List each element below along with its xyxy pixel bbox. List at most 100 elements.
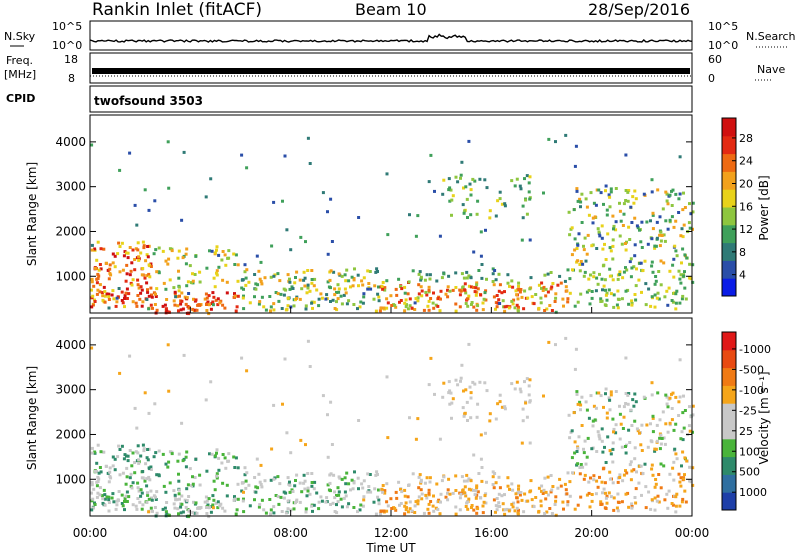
data-cell [107,306,111,310]
data-cell [634,197,638,201]
data-cell [123,508,126,512]
data-cell [107,298,111,301]
data-cell [534,496,538,499]
data-cell [184,252,188,256]
colorbar-tick-label: 20 [739,178,753,191]
data-cell [208,303,211,307]
data-cell [90,143,94,147]
data-cell [170,452,174,456]
data-cell [594,492,598,496]
data-cell [225,291,229,295]
data-cell [554,513,558,517]
data-cell [191,307,195,311]
data-cell [290,285,294,289]
data-cell [220,461,224,465]
data-cell [543,309,547,312]
data-cell [381,287,385,291]
data-cell [345,471,349,475]
data-cell [124,279,128,283]
data-cell [522,307,526,311]
data-cell [523,380,526,384]
colorbar-swatch [722,242,736,261]
data-cell [657,270,661,273]
data-cell [601,247,605,251]
data-cell [539,301,543,305]
data-cell [96,491,100,495]
data-cell [447,391,451,395]
cpid-strip-frame [89,85,693,113]
data-cell [295,270,299,274]
data-cell [475,283,479,287]
data-cell [682,477,686,481]
data-cell [394,287,398,291]
data-cell [459,379,462,383]
data-cell [658,244,662,248]
data-cell [344,482,348,486]
data-cell [467,342,471,346]
data-cell [399,502,403,505]
data-cell [609,393,613,397]
data-cell [604,304,608,307]
data-cell [118,168,122,172]
data-cell [277,299,281,303]
data-cell [597,391,601,395]
data-cell [498,190,502,194]
data-cell [608,274,612,278]
data-cell [618,412,622,416]
data-cell [244,283,248,287]
data-cell [540,489,543,493]
noise-trace-line [89,33,693,43]
data-cell [600,480,604,484]
data-cell [609,187,613,191]
data-cell [467,497,471,501]
data-cell [595,247,599,250]
data-cell [215,472,219,476]
data-cell [484,501,488,505]
x-tick-label: 16:00 [474,526,509,540]
data-cell [519,187,523,191]
nave-label: Nave [757,63,785,76]
data-cell [111,252,115,256]
data-cell [224,263,228,267]
data-cell [657,500,661,504]
data-cell [466,216,469,219]
x-tick-label: 12:00 [374,526,409,540]
data-cell [209,177,213,181]
data-cell [609,390,613,394]
data-cell [600,439,604,443]
data-cell [207,497,211,501]
data-cell [425,476,429,480]
data-cell [650,467,654,471]
data-cell [551,485,555,488]
colorbar-tick-label: 1000 [739,486,767,499]
data-cell [578,197,582,201]
data-cell [336,486,340,490]
data-cell [242,294,245,298]
data-cell [357,216,361,219]
data-cell [447,177,451,181]
data-cell [125,272,129,276]
data-cell [150,293,153,297]
data-cell [634,298,638,302]
data-cell [157,474,161,478]
data-cell [596,430,600,434]
data-cell [515,303,519,307]
data-cell [310,301,314,305]
data-cell [164,510,168,514]
data-cell [520,498,524,502]
data-cell [108,267,112,271]
freq-band [92,68,690,74]
data-cell [240,356,244,360]
data-cell [217,456,221,460]
colorbar-swatch [722,385,736,404]
data-cell [114,304,118,308]
data-cell [517,287,521,291]
data-cell [458,305,462,309]
data-cell [116,252,120,256]
data-cell [588,302,592,306]
data-cell [195,308,199,312]
data-cell [503,309,507,313]
data-cell [253,498,256,502]
data-cell [620,297,624,301]
